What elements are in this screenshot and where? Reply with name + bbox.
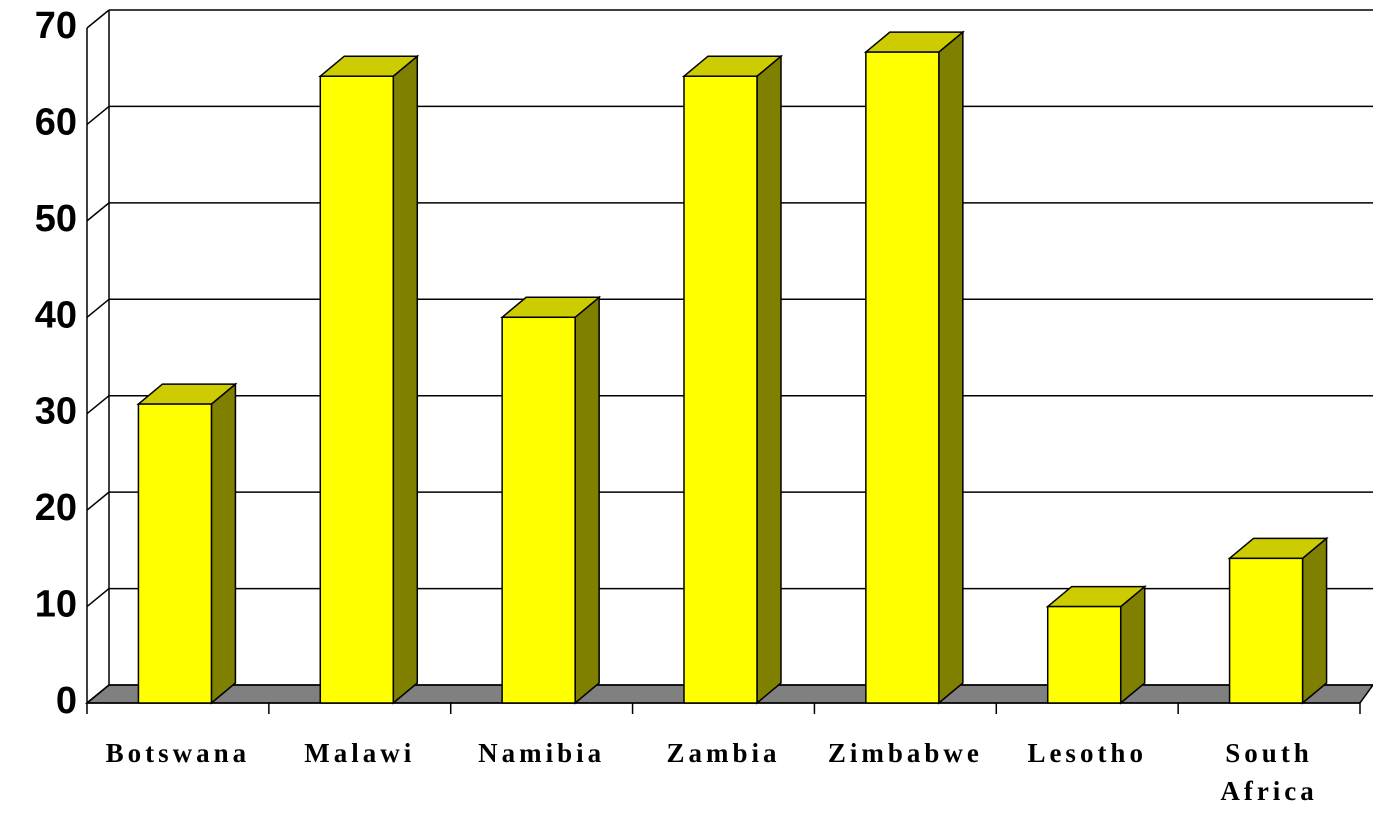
y-tick-label: 50 [35,198,77,240]
x-tick-label: Zambia [666,738,781,768]
side-grid-line [86,202,110,222]
bar [137,403,213,704]
bar [319,75,395,704]
side-grid-line [86,298,110,318]
bar-side [210,382,237,705]
x-tick-label: Malawi [304,738,416,768]
y-tick-label: 0 [56,680,77,722]
bar [683,75,758,704]
bar [1046,605,1122,704]
bar [1228,557,1304,704]
side-grid-line [86,491,110,511]
x-tick-label: Botswana [105,738,251,768]
bar [865,51,940,704]
y-tick-label: 70 [35,5,77,47]
side-grid-line [86,684,110,704]
bar-side [1301,536,1328,705]
y-tick-label: 10 [35,584,77,626]
x-tick-label: Zimbabwe [827,738,983,768]
bar-side [756,54,782,705]
side-grid-line [86,395,110,415]
bar-side [392,54,419,705]
bar [501,316,576,704]
side-grid-line [86,9,110,29]
side-grid-line [86,587,110,608]
x-tick-label: South Africa [1220,738,1318,806]
side-grid-line [86,105,110,126]
y-tick-label: 60 [35,101,77,143]
x-tick-label: Lesotho [1027,738,1147,768]
y-tick-label: 40 [35,294,77,336]
y-tick-label: 30 [35,391,77,433]
bar-side [574,295,600,705]
y-tick-label: 20 [35,487,77,529]
bar-side [938,30,964,705]
x-tick-label: Namibia [478,738,606,768]
